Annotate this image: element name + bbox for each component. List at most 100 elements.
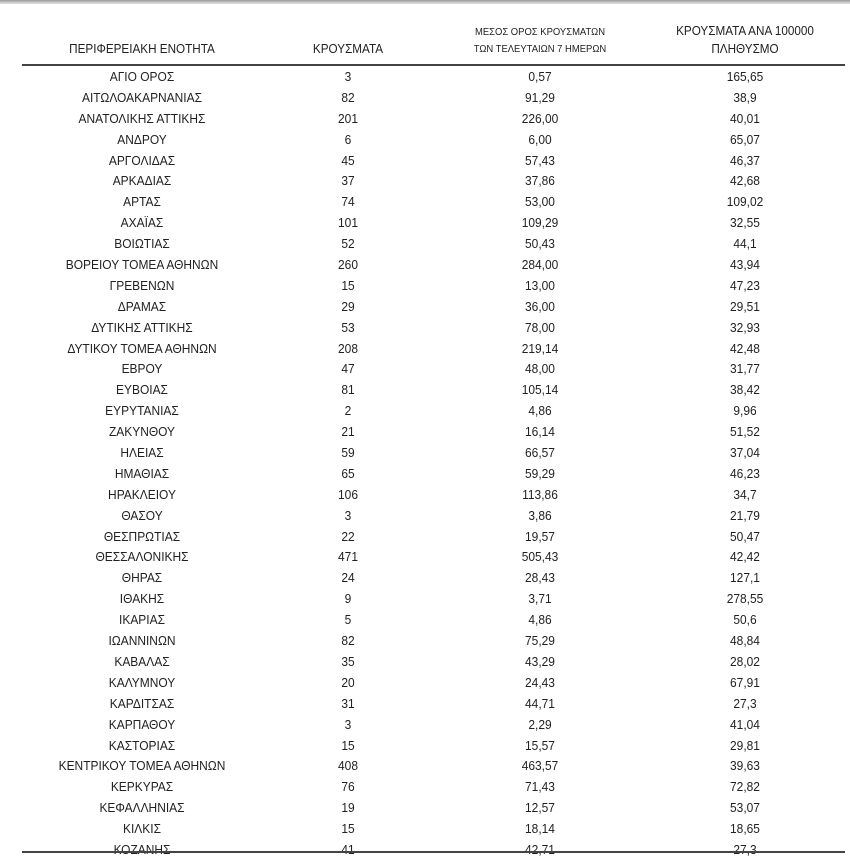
cell-avg7: 463,57: [521, 758, 559, 774]
cell-avg7: 71,43: [525, 779, 555, 795]
header-unit: ΠΕΡΙΦΕΡΕΙΑΚΗ ΕΝΟΤΗΤΑ: [69, 41, 215, 56]
cell-per100k: 72,82: [730, 779, 760, 795]
cell-avg7: 42,71: [525, 841, 555, 857]
cell-unit: ΘΗΡΑΣ: [121, 570, 163, 586]
cell-avg7: 37,86: [525, 173, 555, 189]
cell-avg7: 4,86: [528, 403, 552, 419]
cell-avg7: 44,71: [525, 695, 555, 711]
cell-per100k: 29,51: [730, 298, 760, 314]
cell-per100k: 28,02: [730, 653, 760, 669]
table-row: ΑΝΔΡΟΥ 6 6,00 65,07: [22, 130, 845, 151]
cell-avg7: 19,57: [525, 528, 555, 544]
cell-unit: ΘΕΣΠΡΩΤΙΑΣ: [103, 528, 181, 544]
cell-avg7: 18,14: [525, 821, 555, 837]
cell-unit: ΘΑΣΟΥ: [121, 507, 163, 523]
table-row: ΚΕΡΚΥΡΑΣ 76 71,43 72,82: [22, 777, 845, 798]
cell-unit: ΚΕΡΚΥΡΑΣ: [110, 779, 174, 795]
header-divider: [22, 64, 845, 66]
cell-avg7: 12,57: [525, 800, 555, 816]
cell-cases: 47: [341, 361, 355, 377]
cell-per100k: 34,7: [733, 486, 757, 502]
table-row: ΑΡΤΑΣ 74 53,00 109,02: [22, 192, 845, 213]
header-per100k-line2: ΠΛΗΘΥΣΜΟ: [711, 41, 779, 56]
table-row: ΘΕΣΠΡΩΤΙΑΣ 22 19,57 50,47: [22, 527, 845, 548]
cell-per100k: 21,79: [730, 507, 760, 523]
table-row: ΔΥΤΙΚΗΣ ΑΤΤΙΚΗΣ 53 78,00 32,93: [22, 318, 845, 339]
table-row: ΘΗΡΑΣ 24 28,43 127,1: [22, 568, 845, 589]
table-row: ΘΕΣΣΑΛΟΝΙΚΗΣ 471 505,43 42,42: [22, 547, 845, 568]
cell-avg7: 4,86: [528, 612, 552, 628]
table-row: ΘΑΣΟΥ 3 3,86 21,79: [22, 506, 845, 527]
cell-avg7: 109,29: [521, 215, 559, 231]
cell-per100k: 32,55: [730, 215, 760, 231]
cell-avg7: 66,57: [525, 445, 555, 461]
cell-cases: 15: [341, 737, 355, 753]
cell-unit: ΔΥΤΙΚΟΥ ΤΟΜΕΑ ΑΘΗΝΩΝ: [67, 340, 217, 356]
cell-cases: 3: [344, 716, 352, 732]
cell-cases: 24: [341, 570, 355, 586]
cell-avg7: 2,29: [528, 716, 552, 732]
cell-per100k: 50,6: [733, 612, 757, 628]
table-row: ΔΡΑΜΑΣ 29 36,00 29,51: [22, 297, 845, 318]
cell-unit: ΕΒΡΟΥ: [121, 361, 163, 377]
cell-unit: ΚΑΒΑΛΑΣ: [114, 653, 170, 669]
table-row: ΗΡΑΚΛΕΙΟΥ 106 113,86 34,7: [22, 485, 845, 506]
cell-avg7: 105,14: [521, 382, 559, 398]
cell-cases: 21: [341, 424, 355, 440]
cell-avg7: 91,29: [525, 89, 555, 105]
cell-avg7: 43,29: [525, 653, 555, 669]
cell-avg7: 53,00: [525, 194, 555, 210]
cell-cases: 65: [341, 465, 355, 481]
cell-avg7: 13,00: [525, 277, 555, 293]
cell-cases: 471: [338, 549, 358, 565]
cell-avg7: 24,43: [525, 674, 555, 690]
cell-unit: ΚΑΡΔΙΤΣΑΣ: [109, 695, 175, 711]
cell-unit: ΗΛΕΙΑΣ: [120, 445, 164, 461]
cell-unit: ΗΜΑΘΙΑΣ: [114, 465, 170, 481]
cell-cases: 106: [338, 486, 358, 502]
cell-unit: ΖΑΚΥΝΘΟΥ: [108, 424, 176, 440]
cell-per100k: 51,52: [730, 424, 760, 440]
table-row: ΕΥΡΥΤΑΝΙΑΣ 2 4,86 9,96: [22, 401, 845, 422]
cell-cases: 208: [338, 340, 358, 356]
table-row: ΗΜΑΘΙΑΣ 65 59,29 46,23: [22, 464, 845, 485]
cell-unit: ΔΡΑΜΑΣ: [117, 298, 167, 314]
header-cases: ΚΡΟΥΣΜΑΤΑ: [312, 41, 384, 56]
cell-cases: 6: [344, 131, 352, 147]
table-row: ΙΩΑΝΝΙΝΩΝ 82 75,29 48,84: [22, 631, 845, 652]
cell-avg7: 50,43: [525, 236, 555, 252]
table-row: ΑΡΓΟΛΙΔΑΣ 45 57,43 46,37: [22, 151, 845, 172]
cell-unit: ΚΑΡΠΑΘΟΥ: [108, 716, 176, 732]
cell-unit: ΚΕΦΑΛΛΗΝΙΑΣ: [99, 800, 185, 816]
table-row: ΑΓΙΟ ΟΡΟΣ 3 0,57 165,65: [22, 67, 845, 88]
table-row: ΓΡΕΒΕΝΩΝ 15 13,00 47,23: [22, 276, 845, 297]
cell-unit: ΑΝΔΡΟΥ: [117, 131, 167, 147]
cell-cases: 53: [341, 319, 355, 335]
cell-cases: 5: [344, 612, 352, 628]
cell-unit: ΒΟΡΕΙΟΥ ΤΟΜΕΑ ΑΘΗΝΩΝ: [65, 257, 219, 273]
table-row: ΚΙΛΚΙΣ 15 18,14 18,65: [22, 819, 845, 840]
cell-unit: ΑΡΓΟΛΙΔΑΣ: [108, 152, 176, 168]
cell-per100k: 38,42: [730, 382, 760, 398]
header-avg7: ΜΕΣΟΣ ΟΡΟΣ ΚΡΟΥΣΜΑΤΩΝ ΤΩΝ ΤΕΛΕΥΤΑΙΩΝ 7 Η…: [450, 24, 630, 58]
header-avg7-line2: ΤΩΝ ΤΕΛΕΥΤΑΙΩΝ 7 ΗΜΕΡΩΝ: [473, 43, 607, 55]
table-header: ΠΕΡΙΦΕΡΕΙΑΚΗ ΕΝΟΤΗΤΑ ΚΡΟΥΣΜΑΤΑ ΜΕΣΟΣ ΟΡΟ…: [22, 10, 845, 64]
cell-per100k: 65,07: [730, 131, 760, 147]
cell-cases: 82: [341, 89, 355, 105]
cell-unit: ΗΡΑΚΛΕΙΟΥ: [108, 486, 176, 502]
cell-avg7: 78,00: [525, 319, 555, 335]
cell-avg7: 505,43: [521, 549, 559, 565]
cell-avg7: 284,00: [521, 257, 559, 273]
table-bottom-border: [22, 851, 845, 853]
cell-unit: ΙΘΑΚΗΣ: [119, 591, 165, 607]
cell-unit: ΕΥΡΥΤΑΝΙΑΣ: [105, 403, 179, 419]
table-row: ΚΕΦΑΛΛΗΝΙΑΣ 19 12,57 53,07: [22, 798, 845, 819]
cell-avg7: 75,29: [525, 633, 555, 649]
cell-cases: 82: [341, 633, 355, 649]
table-row: ΕΥΒΟΙΑΣ 81 105,14 38,42: [22, 380, 845, 401]
table-row: ΔΥΤΙΚΟΥ ΤΟΜΕΑ ΑΘΗΝΩΝ 208 219,14 42,48: [22, 339, 845, 360]
cell-per100k: 46,23: [730, 465, 760, 481]
cell-per100k: 41,04: [730, 716, 760, 732]
cell-per100k: 9,96: [733, 403, 757, 419]
cell-unit: ΑΓΙΟ ΟΡΟΣ: [109, 69, 175, 84]
